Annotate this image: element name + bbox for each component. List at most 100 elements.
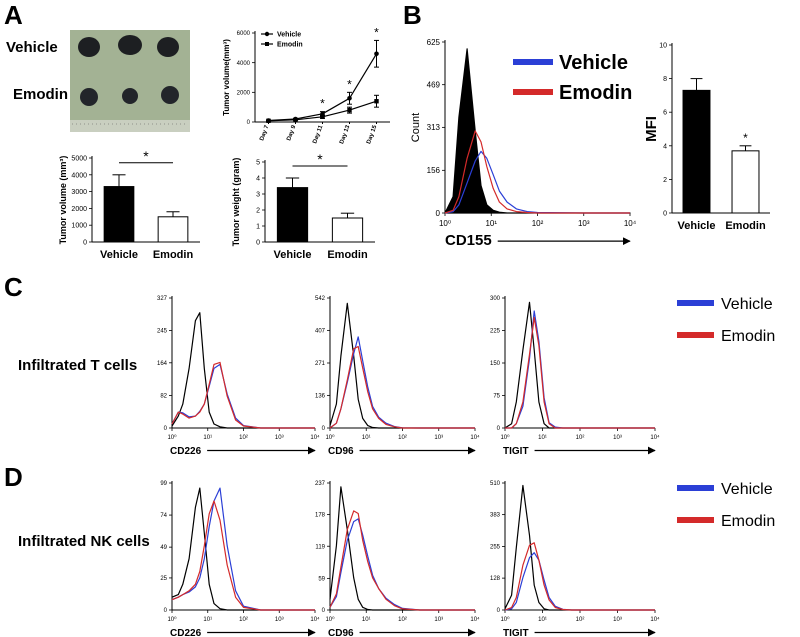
x-tick-label: 10⁴	[650, 616, 660, 623]
x-tick-label: 10³	[613, 617, 622, 623]
x-tick-label: 10¹	[485, 219, 497, 228]
y-tick-label: 2000	[71, 206, 87, 213]
x-axis-label: CD226	[170, 628, 202, 637]
series-line	[329, 486, 475, 611]
series-line	[504, 552, 655, 611]
x-tick-label: Vehicle	[678, 220, 716, 232]
y-tick-label: 74	[160, 513, 167, 519]
y-tick-label: 327	[157, 296, 168, 302]
y-tick-label: 75	[493, 394, 500, 400]
series-line	[171, 487, 315, 611]
significance: *	[347, 77, 352, 91]
y-tick-label: 5	[256, 159, 260, 166]
y-tick-label: 82	[160, 394, 167, 400]
x-axis-label: CD155	[445, 232, 492, 249]
legend-label: Vehicle	[559, 52, 628, 74]
point	[293, 117, 298, 122]
series-line	[504, 542, 655, 611]
significance: *	[743, 131, 748, 145]
y-tick-label: 2	[256, 207, 260, 214]
y-tick-label: 0	[256, 239, 260, 246]
bar	[276, 187, 309, 243]
series-line	[171, 361, 315, 429]
y-tick-label: 0	[663, 210, 667, 217]
x-tick-label: 10⁰	[325, 616, 335, 623]
x-tick-label: 10⁴	[310, 616, 320, 623]
x-tick-label: 10¹	[203, 435, 212, 441]
x-tick-label: 10²	[239, 617, 248, 623]
significance: *	[374, 25, 379, 39]
x-tick-label: 10⁴	[470, 434, 480, 441]
y-tick-label: 407	[315, 328, 326, 334]
x-tick-label: 10³	[275, 617, 284, 623]
y-tick-label: 150	[490, 361, 501, 367]
y-tick-label: 0	[497, 608, 501, 614]
x-axis-label: CD226	[170, 446, 202, 457]
x-tick-label: Day 11	[312, 124, 324, 145]
y-tick-label: 5000	[71, 155, 87, 162]
legend-swatch	[677, 332, 714, 338]
point	[374, 51, 379, 57]
bar	[731, 150, 760, 214]
y-tick-label: 3000	[71, 189, 87, 196]
y-tick-label: 4000	[237, 61, 251, 67]
y-tick-label: 225	[490, 329, 501, 335]
x-tick-label: 10⁰	[500, 434, 510, 441]
x-tick-label: Day 7	[259, 124, 270, 142]
x-tick-label: 10⁰	[167, 616, 177, 623]
x-tick-label: Emodin	[327, 249, 368, 261]
legend-label: Vehicle	[277, 32, 301, 39]
x-tick-label: 10²	[239, 435, 248, 441]
x-tick-label: 10²	[576, 617, 585, 623]
series-line	[505, 316, 655, 429]
x-tick-label: Vehicle	[274, 249, 312, 261]
y-tick-label: 25	[160, 576, 167, 582]
photo-label: Emodin	[13, 86, 68, 103]
x-tick-label: 10²	[398, 617, 407, 623]
y-tick-label: 245	[157, 329, 168, 335]
legend-marker	[264, 31, 270, 37]
y-tick-label: 8	[663, 76, 667, 83]
y-tick-label: 10	[659, 42, 667, 49]
x-tick-label: 10³	[275, 435, 284, 441]
series-line	[171, 487, 315, 611]
legend-swatch	[677, 300, 714, 306]
x-tick-label: 10⁰	[325, 434, 335, 441]
y-tick-label: 99	[160, 481, 167, 487]
x-axis-label: CD96	[328, 628, 354, 637]
x-tick-label: 10⁴	[470, 616, 480, 623]
x-axis-label: TIGIT	[503, 628, 529, 637]
legend-label: Emodin	[277, 42, 303, 49]
series-line	[504, 484, 655, 611]
series-line	[171, 500, 315, 611]
y-tick-label: 0	[322, 426, 326, 432]
x-axis-label: CD96	[328, 446, 354, 457]
legend-marker	[265, 42, 269, 46]
x-tick-label: 10³	[434, 617, 443, 623]
x-tick-label: 10¹	[203, 617, 212, 623]
y-tick-label: 255	[490, 545, 501, 551]
y-tick-label: 0	[164, 426, 168, 432]
point	[374, 99, 379, 104]
x-tick-label: 10⁰	[439, 219, 451, 228]
y-tick-label: 0	[497, 426, 501, 432]
y-tick-label: 4000	[71, 172, 87, 179]
x-tick-label: 10¹	[362, 435, 371, 441]
x-tick-label: Vehicle	[100, 249, 138, 261]
x-tick-label: 10³	[578, 219, 590, 228]
panel-label: A	[4, 0, 23, 30]
x-tick-label: 10³	[434, 435, 443, 441]
bar	[157, 216, 189, 243]
y-tick-label: 4	[256, 175, 260, 182]
series-line	[329, 336, 475, 429]
legend-label: Emodin	[559, 82, 632, 104]
y-tick-label: 0	[247, 120, 251, 126]
tumor-photo	[70, 30, 190, 132]
y-tick-label: 469	[427, 80, 441, 89]
y-tick-label: 59	[318, 576, 325, 582]
legend-label: Emodin	[721, 513, 775, 530]
series-line	[329, 302, 475, 429]
x-tick-label: 10⁰	[167, 434, 177, 441]
legend-label: Vehicle	[721, 481, 773, 498]
